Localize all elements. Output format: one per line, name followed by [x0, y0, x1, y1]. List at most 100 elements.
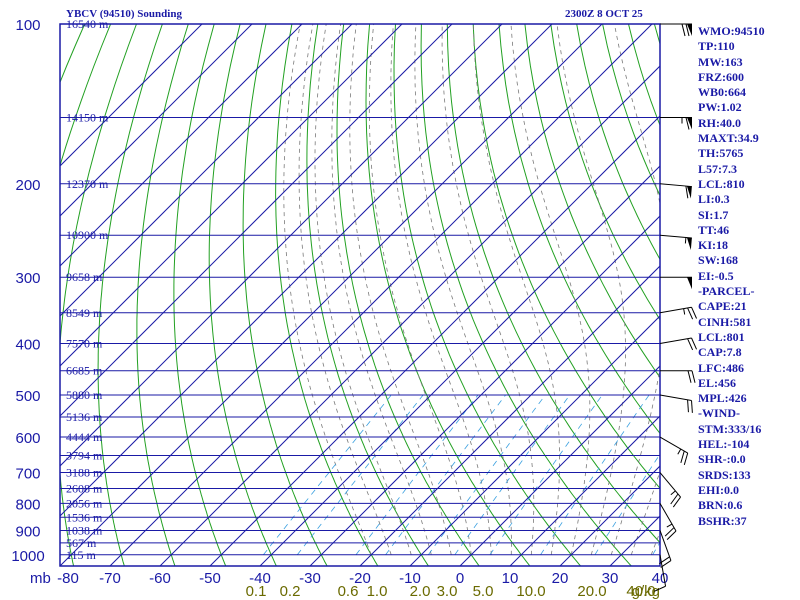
- index-item: MAXT:34.9: [698, 131, 759, 146]
- moist-adiabat-line: [556, 24, 626, 555]
- height-label: 2608 m: [66, 481, 103, 495]
- isotherm-line: [60, 24, 253, 217]
- dry-adiabat-line: [97, 24, 163, 566]
- wind-barb-flag: [681, 23, 686, 37]
- index-item: WB0:664: [698, 85, 746, 100]
- moist-adiabat-line: [441, 24, 535, 555]
- plot-area: [60, 24, 660, 566]
- dry-adiabat-line: [306, 24, 429, 566]
- axis-unit-label: mb: [30, 570, 51, 587]
- mixing-ratio-line: [355, 394, 479, 556]
- index-item: PW:1.02: [698, 100, 742, 115]
- isotherm-line: [509, 415, 660, 566]
- wind-barb-flag: [666, 530, 677, 540]
- height-label: 5136 m: [66, 410, 103, 424]
- height-label: 2056 m: [66, 496, 103, 510]
- wind-barb-flag: [687, 399, 689, 413]
- dry-adiabat-line: [173, 24, 227, 566]
- pressure-label: 800: [15, 496, 40, 513]
- index-item: BSHR:37: [698, 513, 747, 528]
- index-item: L57:7.3: [698, 161, 737, 176]
- wind-barb-flag: [687, 370, 692, 383]
- wind-barb-half-flag: [684, 237, 687, 244]
- dry-adiabat-line: [242, 24, 328, 566]
- wind-barb-pennant: [686, 186, 692, 199]
- index-item: -PARCEL-: [698, 284, 755, 299]
- isotherm-line: [409, 315, 660, 566]
- wind-barb-staff: [659, 554, 667, 587]
- wind-barb-flag: [680, 450, 685, 464]
- height-label: 1038 m: [66, 523, 103, 537]
- wind-barb-flag: [654, 585, 666, 592]
- wind-barb-pennant: [687, 117, 692, 130]
- wind-barb-flag: [685, 117, 690, 130]
- wind-barb-flag: [691, 400, 693, 413]
- index-item: CAP:7.8: [698, 345, 742, 360]
- temperature-tick-label: -20: [349, 570, 371, 587]
- wind-barb-half-flag: [666, 523, 673, 528]
- wind-barb-staff: [659, 472, 681, 498]
- temperature-tick-label: 10: [502, 570, 519, 587]
- moist-adiabat-line: [314, 24, 412, 555]
- height-label: 115 m: [66, 548, 97, 562]
- isotherm-line: [60, 24, 353, 317]
- pressure-label: 100: [15, 17, 40, 34]
- pressure-label: 1000: [11, 548, 44, 565]
- height-label: 3188 m: [66, 466, 103, 480]
- mixing-ratio-label: 10.0: [516, 583, 545, 600]
- index-item: LCL:810: [698, 176, 745, 191]
- wind-barb-flag: [670, 493, 679, 505]
- index-item: EL:456: [698, 375, 737, 390]
- temperature-tick-label: -50: [199, 570, 221, 587]
- pressure-label: 600: [15, 430, 40, 447]
- temperature-tick-label: -70: [99, 570, 121, 587]
- index-item: TP:110: [698, 39, 735, 54]
- index-item: SRDS:133: [698, 467, 751, 482]
- index-item: BRN:0.6: [698, 498, 743, 513]
- wind-barb-staff: [659, 503, 677, 532]
- pressure-label: 700: [15, 466, 40, 483]
- wind-barb-half-flag: [677, 448, 682, 455]
- mixing-ratio-label: 1.0: [367, 583, 388, 600]
- wind-barb: [660, 116, 692, 130]
- mixing-ratio-label: 0.1: [246, 583, 267, 600]
- temperature-tick-label: -30: [299, 570, 321, 587]
- dry-adiabat-line: [420, 24, 632, 566]
- isotherm-line: [60, 24, 203, 167]
- dry-adiabat-line: [498, 24, 660, 435]
- isotherm-line: [459, 365, 660, 566]
- mixing-ratio-label: 5.0: [473, 583, 494, 600]
- temperature-tick-label: 20: [552, 570, 569, 587]
- wind-barb: [659, 394, 693, 413]
- wind-barb-staff: [659, 394, 692, 402]
- index-item: SHR-:0.0: [698, 452, 746, 467]
- index-item: WMO:94510: [698, 24, 765, 38]
- height-label: 16540 m: [66, 17, 109, 31]
- dry-adiabat-line: [393, 24, 581, 566]
- wind-barb: [659, 436, 689, 466]
- index-item: FRZ:600: [698, 69, 744, 84]
- height-label: 6685 m: [66, 364, 103, 378]
- mixing-ratio-line: [263, 394, 392, 556]
- wind-barb-flag: [691, 370, 696, 383]
- pressure-label: 900: [15, 523, 40, 540]
- index-item: TH:5765: [698, 146, 744, 161]
- wind-barb-flag: [687, 338, 694, 351]
- wind-barb-flag: [672, 496, 681, 508]
- index-item: MW:163: [698, 54, 743, 69]
- dry-adiabat-line: [336, 24, 480, 566]
- wind-barb-pennant: [686, 237, 692, 250]
- isotherm-line: [60, 24, 503, 467]
- temperature-tick-label: -40: [249, 570, 271, 587]
- mixing-ratio-unit-label: g/kg: [632, 583, 660, 600]
- mixing-ratio-label: 3.0: [437, 583, 458, 600]
- stability-indices-list: WMO:94510 TP:110 MW:163 FRZ:600 WB0:664 PW:1.…: [698, 24, 765, 529]
- wind-barb: [660, 276, 692, 290]
- index-item: EI:-0.5: [698, 268, 734, 283]
- wind-barb-flag: [664, 527, 675, 537]
- wind-barb-flag: [691, 307, 698, 319]
- isotherm-line: [60, 24, 603, 566]
- wind-barb: [659, 472, 681, 508]
- mixing-ratio-label: 20.0: [577, 583, 606, 600]
